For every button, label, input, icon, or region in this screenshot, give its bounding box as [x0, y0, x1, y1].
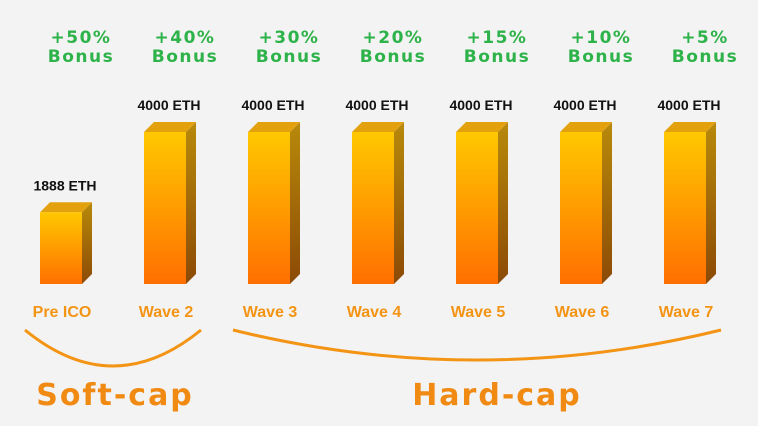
bonus-word: Bonus — [152, 47, 218, 67]
value-label: 4000 ETH — [449, 97, 512, 113]
group-brace — [24, 328, 202, 368]
bar-side — [82, 202, 92, 284]
group-brace — [232, 328, 722, 362]
bonus-percent: +40% — [155, 28, 216, 48]
bonus-percent: +50% — [51, 28, 112, 48]
bonus-word: Bonus — [464, 47, 530, 67]
bar-front — [664, 132, 706, 284]
bonus-percent: +10% — [571, 28, 632, 48]
bar-front — [40, 212, 82, 284]
category-label: Pre ICO — [33, 304, 92, 321]
bonus-percent: +20% — [363, 28, 424, 48]
bar-top — [560, 122, 612, 132]
bonus-percent: +15% — [467, 28, 528, 48]
value-label: 4000 ETH — [137, 97, 200, 113]
bonus-word: Bonus — [360, 47, 426, 67]
category-label: Wave 7 — [659, 304, 714, 321]
bar-side — [602, 122, 612, 284]
group-soft-cap: Soft-cap — [24, 328, 202, 413]
category-label: Wave 6 — [555, 304, 610, 321]
group-hard-cap: Hard-cap — [232, 328, 722, 413]
bar-top — [40, 202, 92, 213]
bar-front — [560, 132, 602, 284]
bar-front — [144, 132, 186, 284]
category-label: Wave 4 — [347, 304, 402, 321]
bar-side — [706, 122, 716, 284]
bar-front — [352, 132, 394, 284]
value-label: 4000 ETH — [345, 97, 408, 113]
bonus-word: Bonus — [568, 47, 634, 67]
category-label: Wave 5 — [451, 304, 506, 321]
bar-3 — [248, 122, 300, 284]
bar-2 — [144, 122, 196, 284]
bar-top — [456, 122, 508, 132]
bonus-percent: +30% — [259, 28, 320, 48]
bar-front — [248, 132, 290, 284]
bonus-word: Bonus — [48, 47, 114, 67]
bonus-word: Bonus — [672, 47, 738, 67]
bar-6 — [560, 122, 612, 284]
bonus-percent: +5% — [681, 28, 729, 48]
bar-side — [186, 122, 196, 284]
bar-7 — [664, 122, 716, 284]
bar-top — [144, 122, 196, 132]
bar-top — [664, 122, 716, 132]
bonus-word: Bonus — [256, 47, 322, 67]
bar-side — [394, 122, 404, 284]
value-label: 1888 ETH — [33, 177, 96, 193]
value-label: 4000 ETH — [241, 97, 304, 113]
bar-top — [352, 122, 404, 132]
bar-4 — [352, 122, 404, 284]
bar-top — [248, 122, 300, 132]
category-label: Wave 3 — [243, 304, 298, 321]
value-label: 4000 ETH — [657, 97, 720, 113]
bar-front — [456, 132, 498, 284]
bar-1 — [40, 202, 92, 284]
value-label: 4000 ETH — [553, 97, 616, 113]
group-label: Soft-cap — [36, 378, 194, 413]
category-label: Wave 2 — [139, 304, 194, 321]
group-label: Hard-cap — [412, 378, 582, 413]
bar-side — [290, 122, 300, 284]
bar-5 — [456, 122, 508, 284]
bar-side — [498, 122, 508, 284]
